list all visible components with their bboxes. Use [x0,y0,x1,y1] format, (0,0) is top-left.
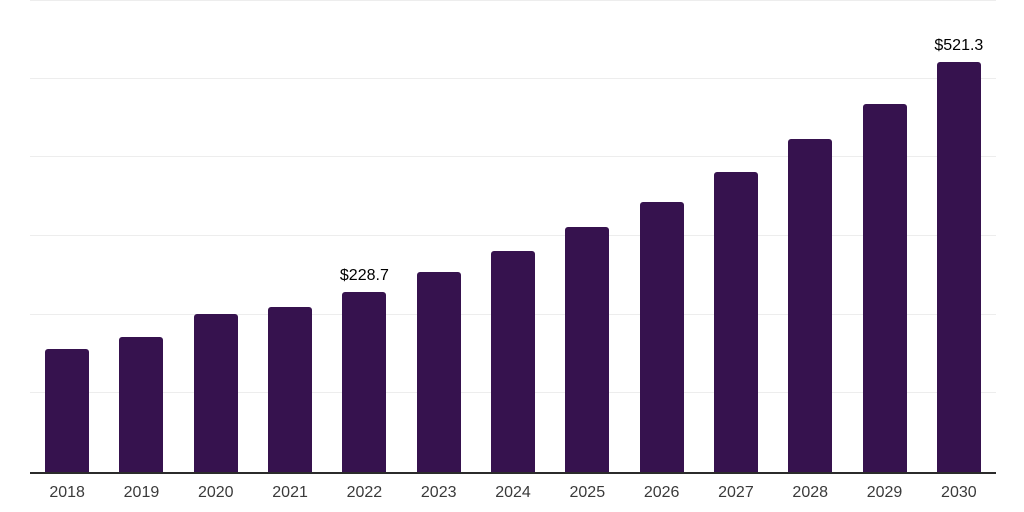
bar-2021 [268,307,313,472]
gridline-400 [30,156,996,158]
x-tick-label-2027: 2027 [718,484,754,501]
bar-2025 [565,227,610,472]
bar-2023 [416,272,461,472]
x-tick-label-2026: 2026 [643,484,680,501]
x-tick-label-2025: 2025 [569,484,606,501]
x-tick-label-2020: 2020 [197,484,234,501]
plot-area: $228.7 $521.3 [30,0,996,472]
value-label-2022: $228.7 [339,267,389,285]
x-tick-label-2030: 2030 [941,484,977,501]
bar-2026 [639,202,684,472]
bar-2018 [45,348,90,472]
x-axis-line [30,472,996,474]
gridline-300 [30,235,996,236]
x-tick-label-2023: 2023 [420,484,457,501]
bar-2030 [936,61,981,472]
bar-2020 [193,313,238,472]
bar-2028 [788,139,833,472]
bar-2027 [713,172,758,472]
x-tick-label-2018: 2018 [49,484,85,501]
bar-2029 [862,103,907,472]
value-label-2030: $521.3 [934,36,984,54]
bar-2022 [342,292,387,472]
x-tick-label-2028: 2028 [792,484,829,501]
x-tick-label-2022: 2022 [346,484,383,501]
gridline-600 [30,0,996,1]
bar-2019 [119,336,164,472]
x-tick-label-2021: 2021 [272,484,308,501]
bar-2024 [491,251,535,472]
x-tick-label-2019: 2019 [123,484,160,501]
x-tick-label-2024: 2024 [495,484,531,501]
gridline-500 [30,77,996,79]
x-tick-label-2029: 2029 [866,484,903,501]
